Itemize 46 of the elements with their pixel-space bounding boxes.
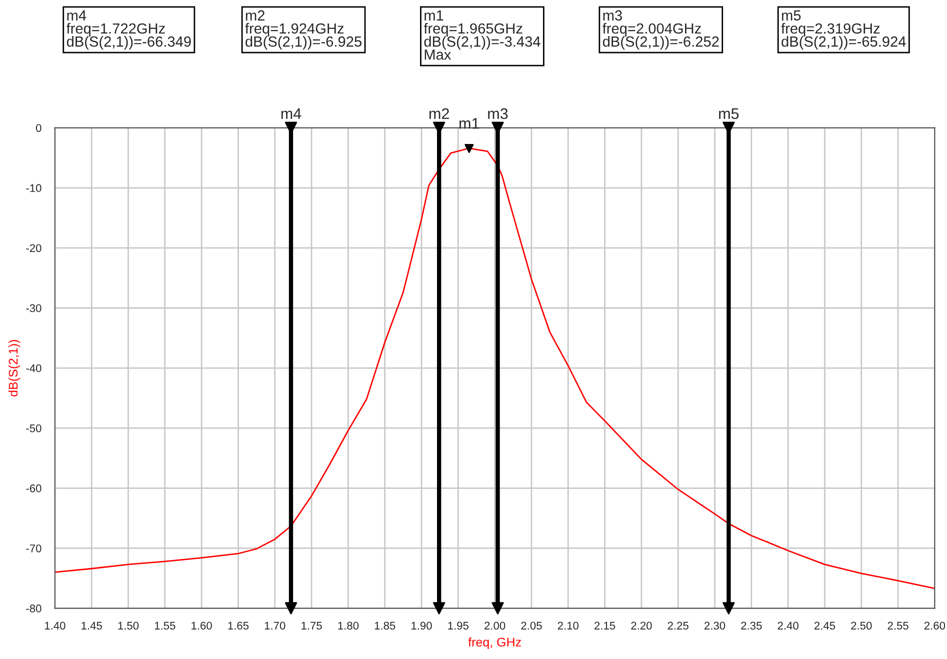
x-tick-label: 1.95: [448, 622, 468, 630]
x-tick-label: 2.05: [521, 622, 542, 630]
annotation: m1: [460, 118, 480, 129]
text: m1 freq=1.965GHz dB(S(2,1))=-3.434 Max: [424, 10, 540, 60]
x-tick-label: 1.75: [302, 622, 322, 630]
text: m4 freq=1.722GHz dB(S(2,1))=-66.349: [66, 10, 191, 50]
y-axis-title: dB(S(2,1)): [8, 340, 20, 396]
x-tick-label: 2.60: [924, 622, 946, 630]
x-tick-label: 2.55: [888, 622, 908, 630]
x-tick-label: 2.20: [631, 622, 652, 630]
x-tick-label: 2.40: [778, 622, 798, 630]
ref-line-label: m2: [429, 108, 449, 119]
ref-line-label: m4: [281, 108, 302, 119]
x-tick-label: 1.65: [228, 622, 249, 630]
x-tick-label: 2.15: [594, 622, 616, 630]
x-tick-label: 1.55: [154, 622, 176, 630]
x-tick-label: 2.10: [558, 622, 578, 630]
ref-line-label: m5: [719, 108, 739, 120]
x-tick-label: 2.30: [704, 622, 726, 630]
x-tick-label: 1.40: [44, 622, 66, 630]
ref-line-label: m3: [488, 108, 508, 120]
y-tick-label: -80: [26, 604, 42, 612]
x-axis-title: freq, GHz: [468, 637, 521, 650]
x-tick-label: 2.50: [851, 622, 872, 630]
y-tick-label: -50: [26, 424, 42, 432]
y-tick-label: -60: [26, 484, 42, 492]
x-tick-label: 2.45: [814, 622, 836, 630]
x-tick-label: 1.50: [118, 622, 139, 630]
y-tick-label: -70: [26, 544, 42, 552]
x-tick-label: 1.80: [338, 622, 359, 630]
x-tick-label: 2.25: [668, 622, 688, 630]
y-tick-label: -10: [26, 184, 42, 192]
x-tick-label: 1.85: [374, 622, 396, 630]
text: m5 freq=2.319GHz dB(S(2,1))=-65.924: [781, 10, 906, 50]
x-tick-label: 2.35: [741, 622, 762, 630]
y-tick-label: 0: [36, 124, 42, 132]
y-tick-label: -40: [26, 364, 42, 372]
x-tick-label: 2.00: [484, 622, 506, 630]
x-tick-label: 1.90: [412, 622, 432, 630]
x-tick-label: 1.60: [192, 622, 212, 630]
y-tick-label: -30: [26, 304, 42, 312]
x-tick-label: 1.45: [82, 622, 102, 630]
text: m3 freq=2.004GHz dB(S(2,1))=-6.252: [602, 10, 719, 50]
text: m2 freq=1.924GHz dB(S(2,1))=-6.925: [245, 10, 362, 50]
x-tick-label: 1.70: [264, 622, 286, 630]
y-tick-label: -20: [26, 244, 42, 252]
